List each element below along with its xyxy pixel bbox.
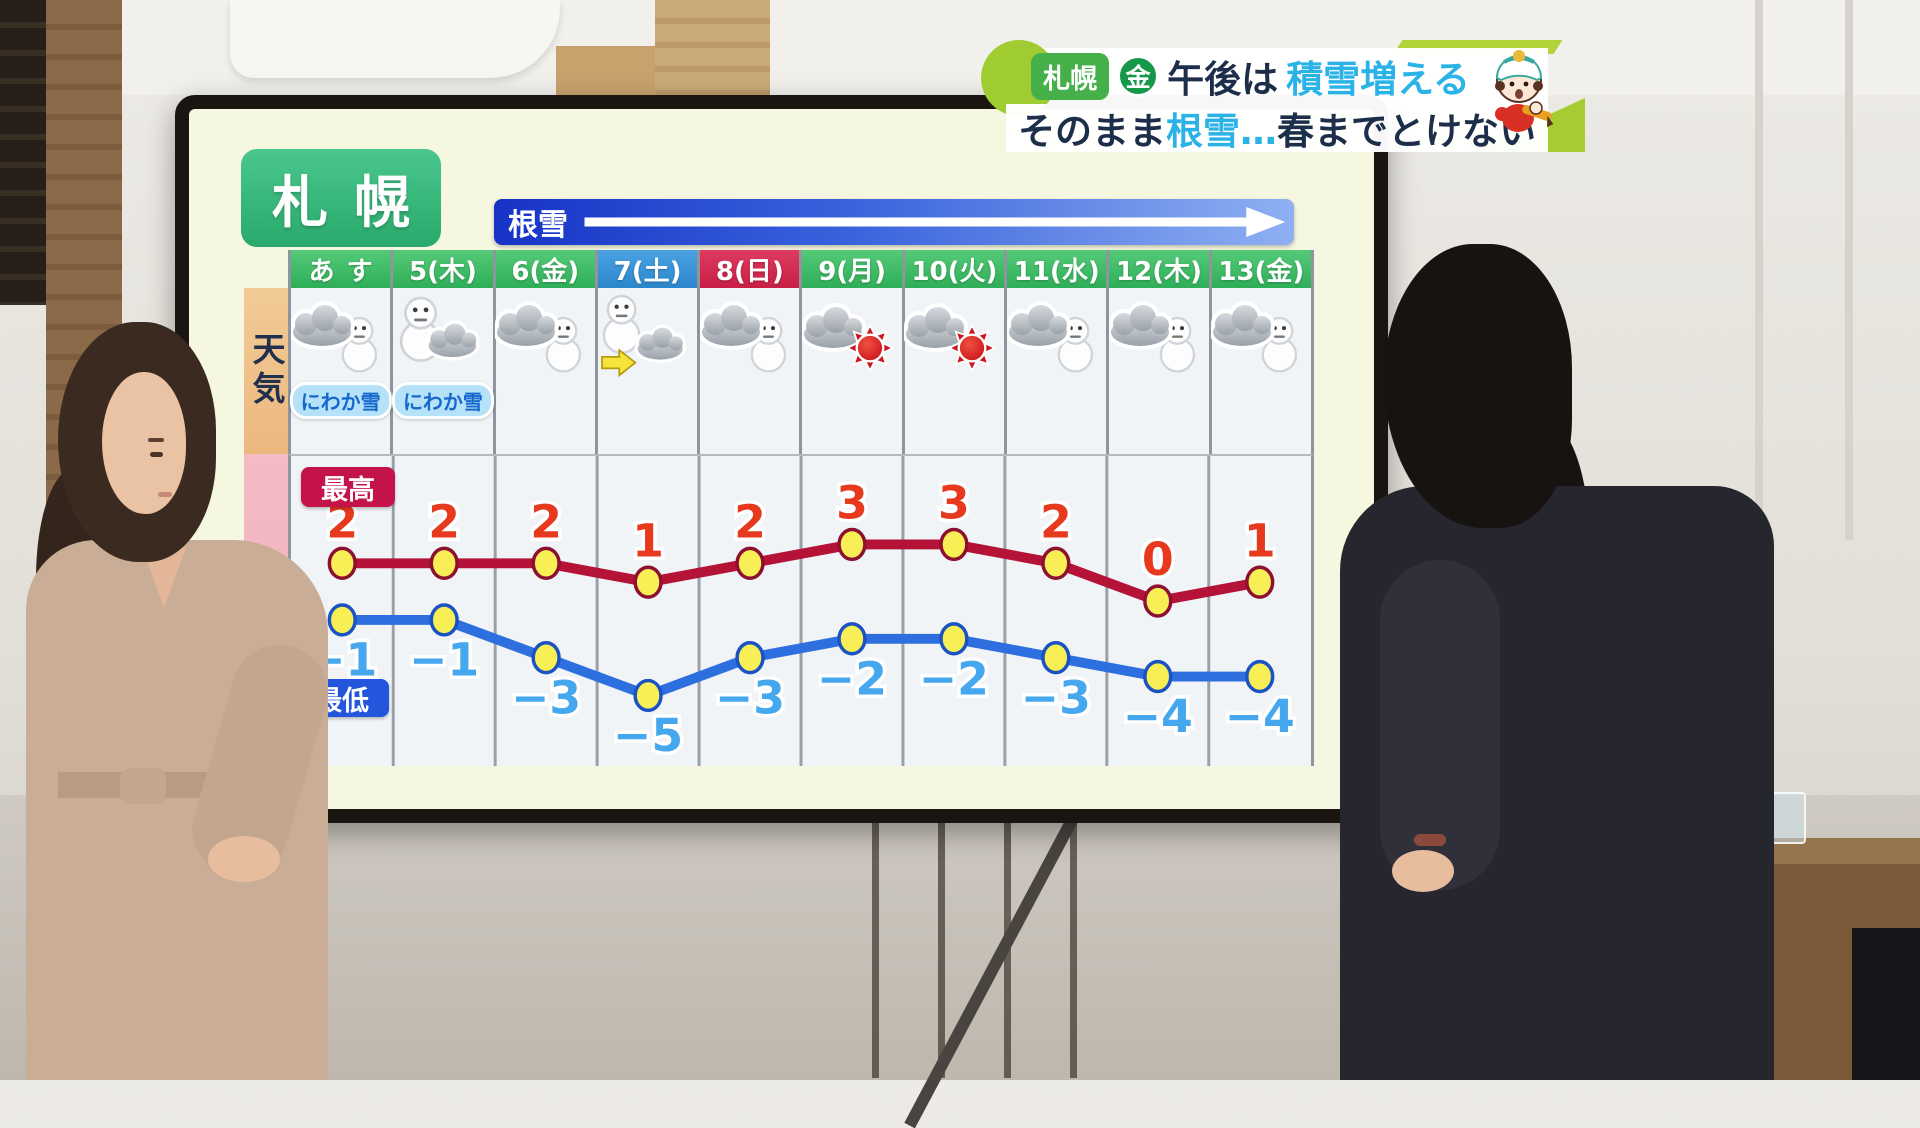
weather-cell-10-cloud-snowman-icon — [1211, 288, 1314, 454]
weather-cell-8-cloud-snowman-icon — [1006, 288, 1110, 454]
temperature-chart-area: 2 2 2 1 2 3 3 2 0 1 −1 −1 −3 −5 −3 −2 −2 −3 −4 −4 — [288, 454, 1314, 766]
day-header-7: 10(火) — [904, 250, 1008, 288]
snow-shower-badge: にわか雪 — [391, 382, 494, 419]
headline-weekday-badge: 金 — [1117, 55, 1160, 97]
equipment-corner — [1852, 928, 1920, 1080]
snow-shower-badge: にわか雪 — [289, 382, 392, 419]
presenter-right-hair — [1384, 244, 1572, 528]
day-header-1: あす — [288, 250, 394, 288]
presenter-right-hands — [1392, 850, 1454, 892]
railing-bars — [872, 778, 1092, 1078]
ceiling-panel — [230, 0, 560, 78]
wood-beam — [556, 46, 664, 96]
weather-mascot-icon — [1484, 44, 1554, 140]
svg-text:−4: −4 — [1123, 690, 1193, 743]
day-header-6: 9(月) — [802, 250, 905, 288]
weather-cell-3-cloud-snowman-icon — [495, 288, 598, 454]
weather-icon-row: にわか雪 にわか雪 — [288, 288, 1314, 454]
weather-cell-1-cloud-snowman-icon: にわか雪 — [288, 288, 394, 454]
svg-text:−3: −3 — [511, 671, 581, 724]
day-header-2: 5(木) — [393, 250, 496, 288]
svg-text:−3: −3 — [715, 671, 785, 724]
light-wood-pillar — [655, 0, 770, 95]
legend-max-badge: 最高 — [301, 467, 395, 507]
svg-text:2: 2 — [530, 495, 562, 548]
weather-cell-5-cloud-snowman-icon — [699, 288, 803, 454]
headline-text-dark: 午後は — [1167, 58, 1279, 101]
svg-text:1: 1 — [632, 514, 664, 567]
weather-board-content: 札幌 根雪 あす 5(木) 6(金) 7(土) 8(日) 9(月) 10(火) 11(水) 12… — [189, 109, 1346, 781]
weather-cell-4-snowman-arrow-cloud-icon — [598, 288, 701, 454]
headline-line1: 札幌 金 午後は 積雪増える — [981, 40, 1548, 116]
city-title-badge: 札幌 — [241, 149, 441, 247]
day-header-3: 6(金) — [495, 250, 598, 288]
presenter-left-belt-knot — [120, 768, 166, 804]
lasting-snow-arrow-bar: 根雪 — [494, 199, 1294, 245]
lasting-snow-label: 根雪 — [508, 208, 568, 243]
svg-text:2: 2 — [734, 495, 766, 548]
day-header-9: 12(木) — [1109, 250, 1212, 288]
wall-groove — [1845, 0, 1853, 540]
svg-text:2: 2 — [1040, 495, 1072, 548]
day-header-row: あす 5(木) 6(金) 7(土) 8(日) 9(月) 10(火) 11(水) 12(木) 13(… — [288, 250, 1314, 288]
wall-groove — [1755, 0, 1763, 540]
svg-text:−5: −5 — [613, 709, 683, 762]
svg-text:−1: −1 — [409, 634, 479, 687]
presenter-left-eye — [150, 452, 163, 457]
headline-location-badge: 札幌 — [1031, 52, 1110, 100]
headline-text-highlight: 根雪… — [1166, 110, 1277, 153]
right-arrow-icon — [584, 207, 1286, 237]
svg-text:1: 1 — [1244, 514, 1276, 567]
svg-text:−2: −2 — [919, 652, 989, 705]
weather-cell-7-cloud-sun-icon — [904, 288, 1008, 454]
svg-text:−4: −4 — [1225, 690, 1295, 743]
weather-cell-9-cloud-snowman-icon — [1109, 288, 1212, 454]
temperature-line-chart: 2 2 2 1 2 3 3 20 1−1 −1−3−5−3 −2 −2 −3 −4 −4 — [304, 456, 1298, 766]
headline-text-dark: そのまま — [1018, 110, 1166, 153]
svg-text:3: 3 — [938, 477, 970, 530]
presenter-left-lips — [158, 492, 172, 497]
svg-text:2: 2 — [428, 495, 460, 548]
day-header-10: 13(金) — [1211, 250, 1314, 288]
headline-line2: そのまま 根雪… 春までとけない — [1006, 104, 1548, 153]
dark-slat-wall — [0, 0, 46, 305]
day-header-8: 11(水) — [1007, 250, 1110, 288]
presenter-left-hands — [208, 836, 280, 882]
presenter-left-eyebrow — [148, 438, 164, 442]
headline-text-highlight: 積雪増える — [1286, 58, 1470, 101]
presenter-left-face — [102, 372, 186, 514]
svg-text:−2: −2 — [817, 652, 887, 705]
presenter-right-bracelet — [1414, 834, 1446, 846]
svg-text:0: 0 — [1142, 533, 1174, 586]
day-header-5: 8(日) — [700, 250, 803, 288]
svg-text:3: 3 — [836, 477, 868, 530]
weather-cell-2-snowman-cloud-icon: にわか雪 — [391, 288, 496, 454]
weather-cell-6-cloud-sun-icon — [802, 288, 905, 454]
day-header-4: 7(土) — [597, 250, 701, 288]
headline-text-dark: 春までとけない — [1277, 110, 1536, 153]
row-label-weather: 天気 — [244, 288, 288, 454]
svg-text:−3: −3 — [1021, 671, 1091, 724]
